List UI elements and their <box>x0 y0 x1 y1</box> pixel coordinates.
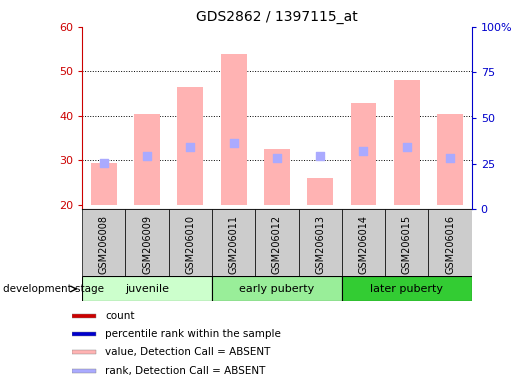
Bar <box>72 332 96 336</box>
Text: juvenile: juvenile <box>125 284 169 294</box>
Bar <box>428 209 472 276</box>
Point <box>100 159 108 166</box>
Text: development stage: development stage <box>3 284 104 294</box>
Bar <box>178 87 204 205</box>
Point <box>229 139 238 146</box>
Text: rank, Detection Call = ABSENT: rank, Detection Call = ABSENT <box>105 366 266 376</box>
Bar <box>72 369 96 373</box>
Text: GSM206009: GSM206009 <box>142 215 152 274</box>
Text: percentile rank within the sample: percentile rank within the sample <box>105 329 281 339</box>
Bar <box>134 114 160 205</box>
Text: GSM206010: GSM206010 <box>186 215 196 274</box>
Bar <box>169 209 212 276</box>
Text: value, Detection Call = ABSENT: value, Detection Call = ABSENT <box>105 348 271 358</box>
Text: count: count <box>105 311 135 321</box>
Point <box>446 155 454 161</box>
Text: GSM206012: GSM206012 <box>272 215 282 274</box>
Bar <box>82 276 212 301</box>
Bar <box>255 209 298 276</box>
Bar <box>264 149 290 205</box>
Bar <box>350 103 376 205</box>
Text: GSM206016: GSM206016 <box>445 215 455 274</box>
Point <box>359 148 368 154</box>
Bar <box>437 114 463 205</box>
Point <box>186 144 195 150</box>
Text: GSM206015: GSM206015 <box>402 215 412 274</box>
Point <box>403 144 411 150</box>
Point <box>143 153 152 159</box>
Bar <box>72 314 96 318</box>
Text: GSM206013: GSM206013 <box>315 215 325 274</box>
Bar <box>298 209 342 276</box>
Text: GSM206011: GSM206011 <box>228 215 239 274</box>
Text: later puberty: later puberty <box>370 284 443 294</box>
Bar <box>72 351 96 354</box>
Bar <box>307 178 333 205</box>
Point <box>272 155 281 161</box>
Text: GSM206014: GSM206014 <box>358 215 368 274</box>
Bar <box>82 209 126 276</box>
Bar <box>385 209 428 276</box>
Bar <box>212 276 342 301</box>
Bar <box>91 162 117 205</box>
Bar <box>342 276 472 301</box>
Text: GSM206008: GSM206008 <box>99 215 109 274</box>
Bar <box>220 54 246 205</box>
Bar <box>342 209 385 276</box>
Bar <box>212 209 255 276</box>
Point <box>316 153 324 159</box>
Bar <box>394 80 420 205</box>
Title: GDS2862 / 1397115_at: GDS2862 / 1397115_at <box>196 10 358 25</box>
Bar <box>126 209 169 276</box>
Text: early puberty: early puberty <box>240 284 314 294</box>
